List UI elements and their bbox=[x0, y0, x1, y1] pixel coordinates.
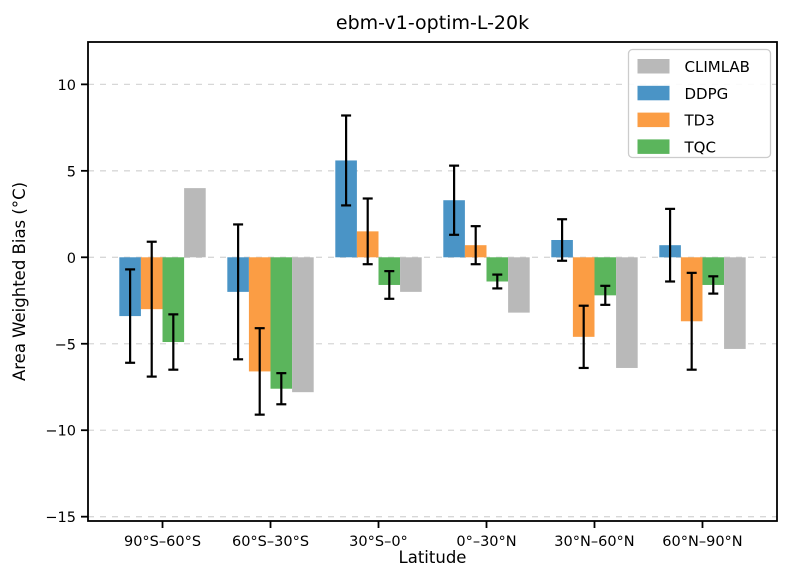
tick-marks bbox=[81, 83, 704, 528]
bar-TQC-5 bbox=[702, 257, 725, 285]
errorbar-TQC-0 bbox=[168, 313, 179, 371]
errorbar-TD3-0 bbox=[146, 240, 157, 378]
errorbar-TQC-4 bbox=[600, 284, 611, 306]
legend-frame bbox=[627, 48, 772, 159]
bar-TD3-1 bbox=[248, 257, 271, 372]
errorbar-TD3-2 bbox=[362, 197, 373, 266]
errorbar-TQC-2 bbox=[384, 270, 395, 300]
y-tick-label-2: 0 bbox=[67, 251, 76, 267]
legend-label-DDPG: DDPG bbox=[685, 85, 729, 103]
x-tick-label-1: 60°S–30°S bbox=[232, 534, 309, 550]
errorbar-DDPG-2 bbox=[341, 114, 352, 207]
bar-TD3-4 bbox=[572, 257, 595, 337]
legend-label-CLIMLAB: CLIMLAB bbox=[685, 58, 750, 76]
x-tick-label-0: 90°S–60°S bbox=[124, 534, 201, 550]
legend: CLIMLAB DDPG TD3 TQC bbox=[627, 48, 772, 159]
legend-item-CLIMLAB: CLIMLAB bbox=[637, 58, 750, 76]
tick-labels: 10 5 0 −5 −10 −15 90°S–60°S 60°S–30°S 30°S–0° 0°–… bbox=[45, 78, 742, 550]
legend-swatch-DDPG bbox=[637, 85, 670, 101]
y-tick-label-3: −5 bbox=[55, 337, 76, 353]
errorbar-TD3-5 bbox=[686, 271, 697, 371]
errorbar-TD3-3 bbox=[470, 225, 481, 266]
y-tick-label-4: −10 bbox=[45, 424, 76, 440]
legend-item-TD3: TD3 bbox=[637, 112, 715, 130]
legend-swatch-CLIMLAB bbox=[637, 59, 670, 74]
bar-CLIMLAB-3 bbox=[508, 257, 530, 313]
bars bbox=[119, 160, 746, 393]
bar-CLIMLAB-1 bbox=[292, 257, 314, 393]
y-axis-label: Area Weighted Bias (°C) bbox=[10, 182, 29, 381]
legend-label-TD3: TD3 bbox=[684, 112, 715, 130]
x-tick-label-3: 0°–30°N bbox=[456, 534, 516, 550]
errorbar-TD3-1 bbox=[254, 327, 265, 416]
x-tick-label-5: 60°N–90°N bbox=[662, 534, 742, 550]
y-tick-label-0: 10 bbox=[58, 78, 76, 94]
bar-DDPG-2 bbox=[335, 160, 357, 258]
error-bars bbox=[125, 114, 719, 416]
bar-TQC-1 bbox=[270, 257, 293, 389]
bar-CLIMLAB-4 bbox=[616, 257, 638, 368]
errorbar-TD3-4 bbox=[578, 304, 589, 370]
legend-swatch-TD3 bbox=[637, 112, 670, 128]
x-axis-label: Latitude bbox=[399, 548, 467, 567]
bar-CLIMLAB-0 bbox=[184, 188, 206, 258]
errorbar-TQC-3 bbox=[492, 273, 503, 290]
errorbar-DDPG-5 bbox=[665, 207, 676, 283]
bar-TQC-3 bbox=[486, 257, 509, 282]
bar-TQC-4 bbox=[594, 257, 617, 296]
legend-item-TQC: TQC bbox=[637, 138, 716, 156]
bar-CLIMLAB-5 bbox=[724, 257, 746, 349]
errorbar-TQC-5 bbox=[708, 275, 719, 295]
x-tick-label-4: 30°N–60°N bbox=[554, 534, 634, 550]
legend-item-DDPG: DDPG bbox=[637, 85, 729, 103]
errorbar-DDPG-0 bbox=[125, 268, 136, 364]
errorbar-DDPG-4 bbox=[557, 218, 568, 262]
y-tick-label-1: 5 bbox=[67, 164, 76, 180]
chart-title: ebm-v1-optim-L-20k bbox=[336, 12, 529, 34]
plot-frame bbox=[87, 41, 778, 522]
legend-swatch-TQC bbox=[637, 139, 670, 154]
y-tick-label-5: −15 bbox=[45, 510, 76, 526]
bar-TQC-0 bbox=[162, 257, 185, 343]
errorbar-TQC-1 bbox=[276, 372, 287, 406]
bar-CLIMLAB-2 bbox=[400, 257, 422, 292]
errorbar-DDPG-3 bbox=[449, 164, 460, 236]
x-tick-label-2: 30°S–0° bbox=[349, 534, 408, 550]
errorbar-DDPG-1 bbox=[233, 223, 244, 361]
legend-label-TQC: TQC bbox=[684, 138, 716, 156]
